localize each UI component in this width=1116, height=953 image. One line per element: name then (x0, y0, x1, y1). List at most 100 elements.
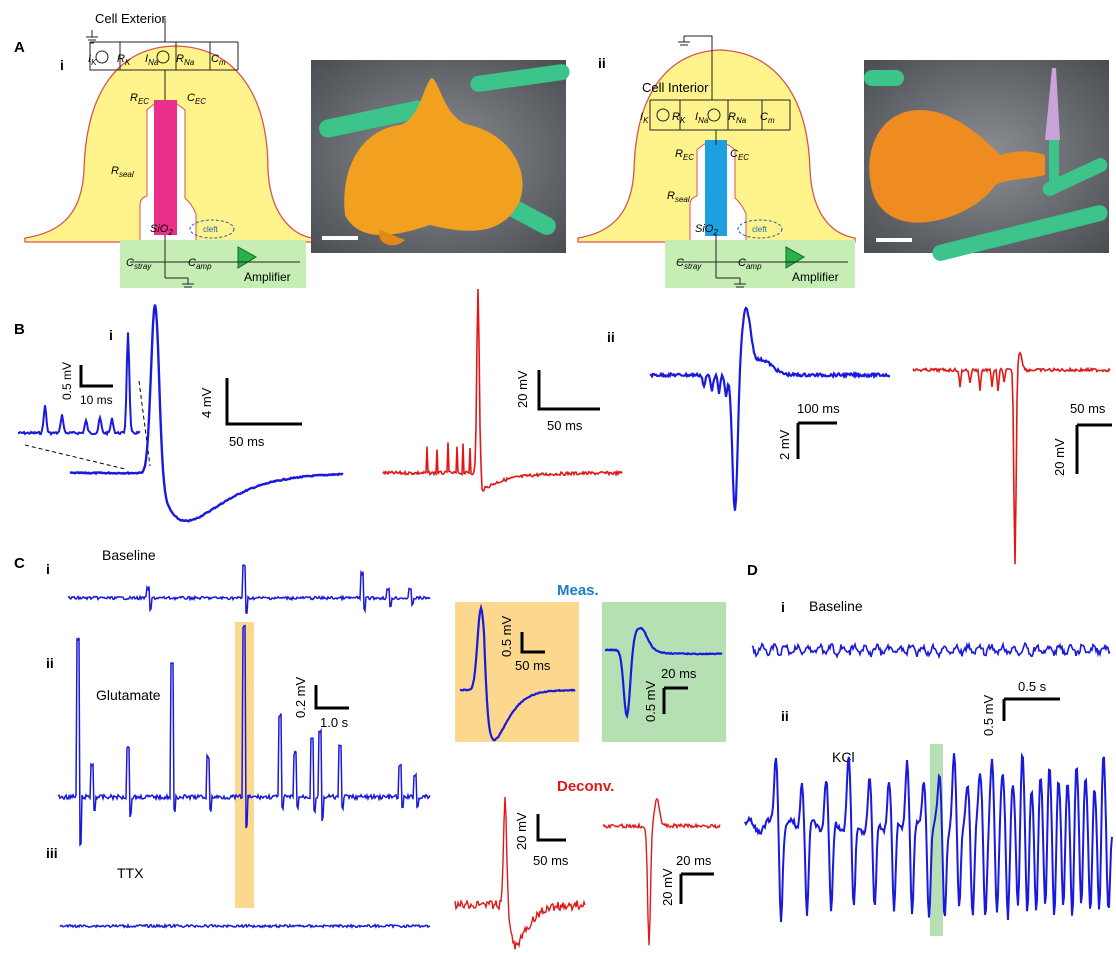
sem-image-ii (864, 60, 1109, 261)
amplifier-box (120, 240, 306, 288)
scale-bar-meas-a (520, 632, 545, 654)
nanowire-pink (154, 100, 177, 235)
svg-text:CEC: CEC (730, 148, 749, 162)
svg-text:RK: RK (672, 111, 686, 125)
condition-kcl: KCl (832, 749, 855, 765)
meas-title: Meas. (557, 582, 599, 599)
scale-b-i-red-v: 20 mV (515, 370, 530, 408)
svg-text:INa: INa (145, 53, 159, 67)
cell-interior-label: Cell Interior (642, 80, 709, 95)
svg-text:SiO2: SiO2 (150, 223, 173, 237)
scale-bar (322, 236, 358, 240)
scale-bar-c (314, 685, 349, 710)
scale-b-i-blue-v: 4 mV (199, 387, 214, 418)
cec-sub: EC (195, 97, 206, 106)
rna-label: R (728, 111, 736, 123)
cm-sub: m (768, 116, 775, 125)
scale-b-ii-blue-t: 100 ms (797, 401, 840, 416)
svg-text:Cstray: Cstray (126, 257, 152, 271)
ina-sub: Na (148, 58, 159, 67)
cstray-sub: stray (684, 262, 702, 271)
nanowire-blue (705, 140, 727, 236)
scale-b-ii-blue-v: 2 mV (777, 429, 792, 460)
scale-deconv-a-t: 50 ms (533, 853, 569, 868)
svg-text:Rseal: Rseal (667, 190, 690, 204)
ik-sub: K (91, 58, 97, 67)
panel-c-i-roman: i (46, 561, 50, 577)
camp-sub: amp (746, 262, 762, 271)
inset-trace (17, 332, 141, 437)
ground-icon (182, 278, 194, 288)
scale-meas-a-t: 50 ms (515, 658, 551, 673)
amplifier-label: Amplifier (792, 270, 839, 284)
scale-deconv-a-v: 20 mV (514, 812, 529, 850)
panel-a-i-schematic: Cell Exterior i IK RK INa RNa Cm REC CEC… (24, 11, 313, 288)
scale-bar-deconv-a (536, 814, 566, 842)
svg-text:IK: IK (88, 53, 97, 67)
panel-c-ii-roman: ii (46, 655, 54, 671)
svg-text:RK: RK (117, 53, 131, 67)
svg-text:REC: REC (130, 92, 149, 106)
rec-label: R (130, 92, 138, 104)
trace-meas-a (459, 603, 576, 742)
cstray-label: C (676, 257, 684, 269)
rk-sub: K (680, 116, 686, 125)
scale-b-ii-red-t: 50 ms (1070, 401, 1106, 416)
condition-baseline: Baseline (102, 547, 156, 563)
trace-deconv-b (602, 797, 721, 946)
scale-c-v: 0.2 mV (293, 676, 308, 718)
highlight-window-green (930, 744, 943, 936)
scale-b-ii-red-v: 20 mV (1052, 438, 1067, 476)
rec-sub: EC (138, 97, 149, 106)
cm-sub: m (219, 58, 226, 67)
svg-text:Camp: Camp (738, 257, 762, 271)
panel-a-ii-schematic: ii Cell Interior IK RK INa RNa Cm REC CE… (577, 35, 856, 288)
panel-c: C i Baseline ii Glutamate 0.2 mV 1.0 s i… (14, 547, 726, 950)
ina-label: I (695, 111, 698, 123)
cec-label: C (187, 92, 195, 104)
rk-label: R (672, 111, 680, 123)
rseal-label: R (667, 190, 675, 202)
scale-bar-b-i-red (537, 370, 600, 411)
panel-c-iii-roman: iii (46, 845, 58, 861)
trace-b-i-deconvolved (382, 288, 623, 492)
sio2-label: SiO (695, 223, 714, 235)
rk-label: R (117, 53, 125, 65)
ik-sub: K (643, 116, 649, 125)
sio2-label: SiO (150, 223, 169, 235)
rna-sub: Na (184, 58, 195, 67)
rna-label: R (176, 53, 184, 65)
trace-c-glutamate (57, 624, 431, 847)
panel-b-letter: B (14, 321, 25, 338)
scale-meas-b-t: 20 ms (661, 666, 697, 681)
highlight-window-orange (235, 622, 254, 908)
condition-d-baseline: Baseline (809, 598, 863, 614)
svg-text:IK: IK (640, 111, 649, 125)
cec-label: C (730, 148, 738, 160)
cleft-outline (189, 219, 235, 239)
sio2-sub: 2 (167, 228, 173, 237)
scale-b-i-blue-t: 50 ms (229, 434, 265, 449)
scale-bar-b-i-blue (225, 378, 302, 426)
rna-sub: Na (736, 116, 747, 125)
scale-bar-meas-b (662, 686, 688, 714)
deconv-title: Deconv. (557, 778, 614, 795)
scale-bar-deconv-b (679, 872, 714, 904)
ik-label: I (640, 111, 643, 123)
scale-c-t: 1.0 s (320, 715, 349, 730)
svg-text:Cstray: Cstray (676, 257, 702, 271)
inset-scale-v: 0.5 mV (60, 362, 74, 400)
trace-d-kcl (744, 752, 1113, 923)
scale-d-v: 0.5 mV (981, 694, 996, 736)
camp-label: C (738, 257, 746, 269)
svg-text:CEC: CEC (187, 92, 206, 106)
trace-b-ii-deconvolved (912, 351, 1111, 565)
rseal-sub: seal (119, 170, 134, 179)
svg-text:Camp: Camp (188, 257, 212, 271)
panel-a: A Cell Exterior i (14, 11, 1109, 288)
panel-d-ii-roman: ii (781, 708, 789, 724)
cec-sub: EC (738, 153, 749, 162)
cleft-outline (737, 219, 783, 239)
ground-icon (678, 35, 700, 46)
ina-label: I (145, 53, 148, 65)
